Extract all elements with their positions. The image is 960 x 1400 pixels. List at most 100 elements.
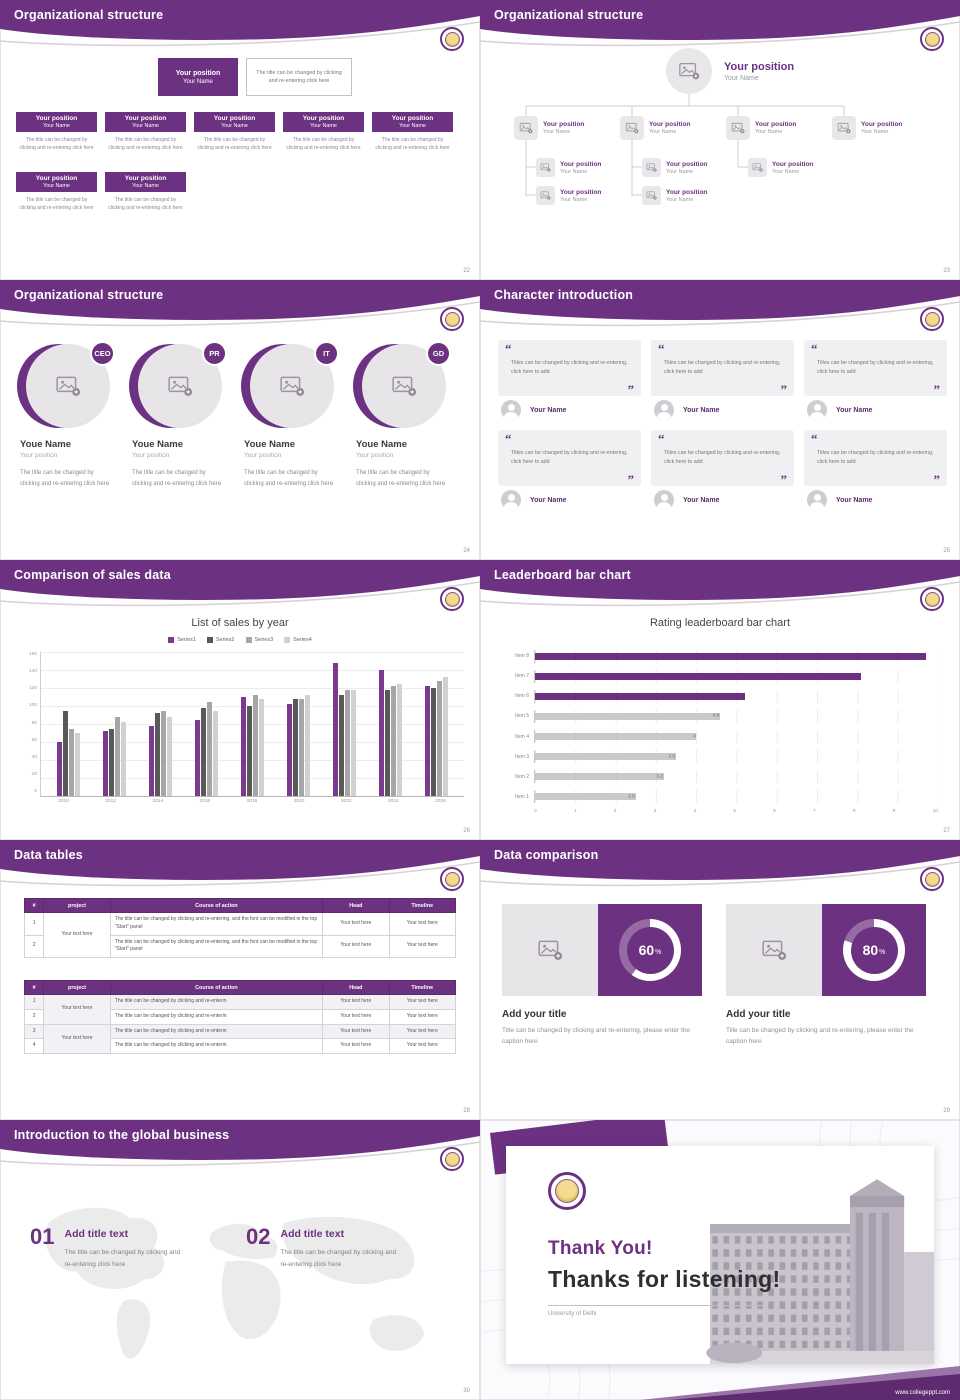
image-placeholder-icon [731,121,745,135]
role-badge: PR [202,341,227,366]
leaderboard-rows: Item 8 Item 7 Item 6 Item 5 4.6 Item 4 4 Item 3… [506,646,938,807]
bar-group [102,652,126,796]
x-tick-label: 0 [534,809,537,814]
leaderboard-chart: Item 8 Item 7 Item 6 Item 5 4.6 Item 4 4 Item 3… [506,646,938,814]
slide-25-character-introduction[interactable]: Character introduction “ Titles can be c… [480,280,960,560]
sales-plot [40,652,464,797]
bar [68,728,74,796]
bar [206,701,212,796]
member-name: Youe Name [20,439,72,450]
donut-value: 60 [638,942,655,958]
bar-group [333,652,357,796]
slide-23-organizational-structure[interactable]: Organizational structure Your position Y… [480,0,960,280]
slide-title: Organizational structure [14,288,164,302]
page-number: 26 [463,828,470,834]
university-logo-icon [440,867,464,891]
org-node: Your position Your Name The title can be … [105,112,186,157]
slide-28-data-tables[interactable]: Data tables # project Course of action H… [0,840,480,1120]
table-row: 1 Your text here The title can be change… [23,994,457,1025]
image-placeholder-icon [540,190,551,201]
quote-card: “ Titles can be changed by clicking and … [498,340,641,420]
university-logo-icon [920,307,944,331]
bar [108,728,114,796]
org-node: Your position Your Name [620,116,690,140]
thank-you-title: Thank You! [548,1238,653,1259]
person-avatar-icon [807,400,827,420]
quote-card: “ Titles can be changed by clicking and … [804,430,947,510]
bar [200,707,206,796]
slide-26-comparison-of-sales-data[interactable]: Comparison of sales data List of sales b… [0,560,480,840]
leaderboard-row: Item 3 3.5 [506,750,938,764]
bar [333,662,339,796]
university-logo-icon [440,307,464,331]
page-number: 30 [463,1388,470,1394]
open-quote-icon: “ [505,341,512,356]
image-placeholder [514,116,538,140]
org-row-2: Your position Your Name The title can be … [16,172,186,217]
slide-27-leaderboard-bar-chart[interactable]: Leaderboard bar chart Rating leaderboard… [480,560,960,840]
leaderboard-row: Item 1 2.5 [506,790,938,804]
slide-24-organizational-structure[interactable]: Organizational structure CEO Youe Name Y… [0,280,480,560]
image-placeholder-icon [391,373,417,399]
y-tick-label: 0 [34,789,37,794]
table-row: 1 Your text here The title can be change… [23,912,457,958]
world-map [45,1207,424,1359]
x-tick-label: 2024 [387,799,399,804]
bar [443,677,449,796]
person-name: Your Name [530,406,567,414]
x-tick-label: 4 [693,809,697,814]
university-logo-icon [548,1172,586,1210]
bar [56,742,62,796]
legend-item: Series1 [168,637,196,643]
bar [535,712,721,720]
bar [535,672,862,680]
org-node-body: The title can be changed by clicking and… [19,137,94,152]
table-row: 3 Your text here The title can be change… [23,1023,457,1054]
university-logo-icon [440,1147,464,1171]
sales-bar-chart: 160 140 120 100 80 60 40 20 0 2010 2012 2014 2016 20… [22,652,464,804]
y-tick-label: 60 [31,737,37,743]
role-badge: CEO [90,341,115,366]
slide-title: Data tables [14,848,83,862]
bar [102,731,108,796]
row-label: Item 8 [515,653,529,660]
comparison-panel: 60% Add your title Title can be changed … [502,904,706,1048]
org-root: Your position Your Name [666,48,794,94]
quote-card: “ Titles can be changed by clicking and … [804,340,947,420]
slide-29-data-comparison[interactable]: Data comparison 60% Add your title Title… [480,840,960,1120]
row-label: Item 1 [515,793,529,800]
leaderboard-row: Item 5 4.6 [506,709,938,723]
slide-title: Organizational structure [14,8,164,22]
org-node: Your position Your Name [514,116,584,140]
sales-y-axis: 160 140 120 100 80 60 40 20 0 [22,652,40,804]
slide-22-organizational-structure[interactable]: Organizational structure Your position Y… [0,0,480,280]
slide-31-thank-you[interactable]: Thank You! Thanks for listening! Univers… [480,1120,960,1400]
university-logo-icon [920,867,944,891]
thank-you-subtitle: Thanks for listening! [548,1266,781,1292]
row-label: Item 4 [515,733,529,740]
bar [252,695,258,796]
slide-30-introduction-global-business[interactable]: Introduction to the global business 01 A… [0,1120,480,1400]
x-tick-label: 5 [733,809,736,814]
bar [293,698,299,796]
y-tick-label: 160 [28,652,37,657]
donut-unit: % [655,948,662,956]
image-placeholder-icon [519,121,533,135]
image-placeholder-icon [678,60,700,82]
bar [154,713,160,796]
x-tick-label: 3 [653,809,657,814]
bar-group [194,652,218,796]
col-header: Head [322,898,390,913]
x-tick-label: 2012 [105,799,116,804]
legend-item: Series2 [206,637,235,643]
quote-cards-grid: “ Titles can be changed by clicking and … [498,340,951,510]
university-logo-icon [920,27,944,51]
bar-value-label: 3.2 [656,774,663,780]
quote-card: “ Titles can be changed by clicking and … [498,430,641,510]
image-placeholder-icon [167,373,193,399]
col-header: Course of action [109,898,324,913]
x-tick-label: 10 [932,809,938,814]
data-table-2: # project Course of action Head Timeline… [23,980,457,1054]
image-placeholder-icon [625,121,639,135]
